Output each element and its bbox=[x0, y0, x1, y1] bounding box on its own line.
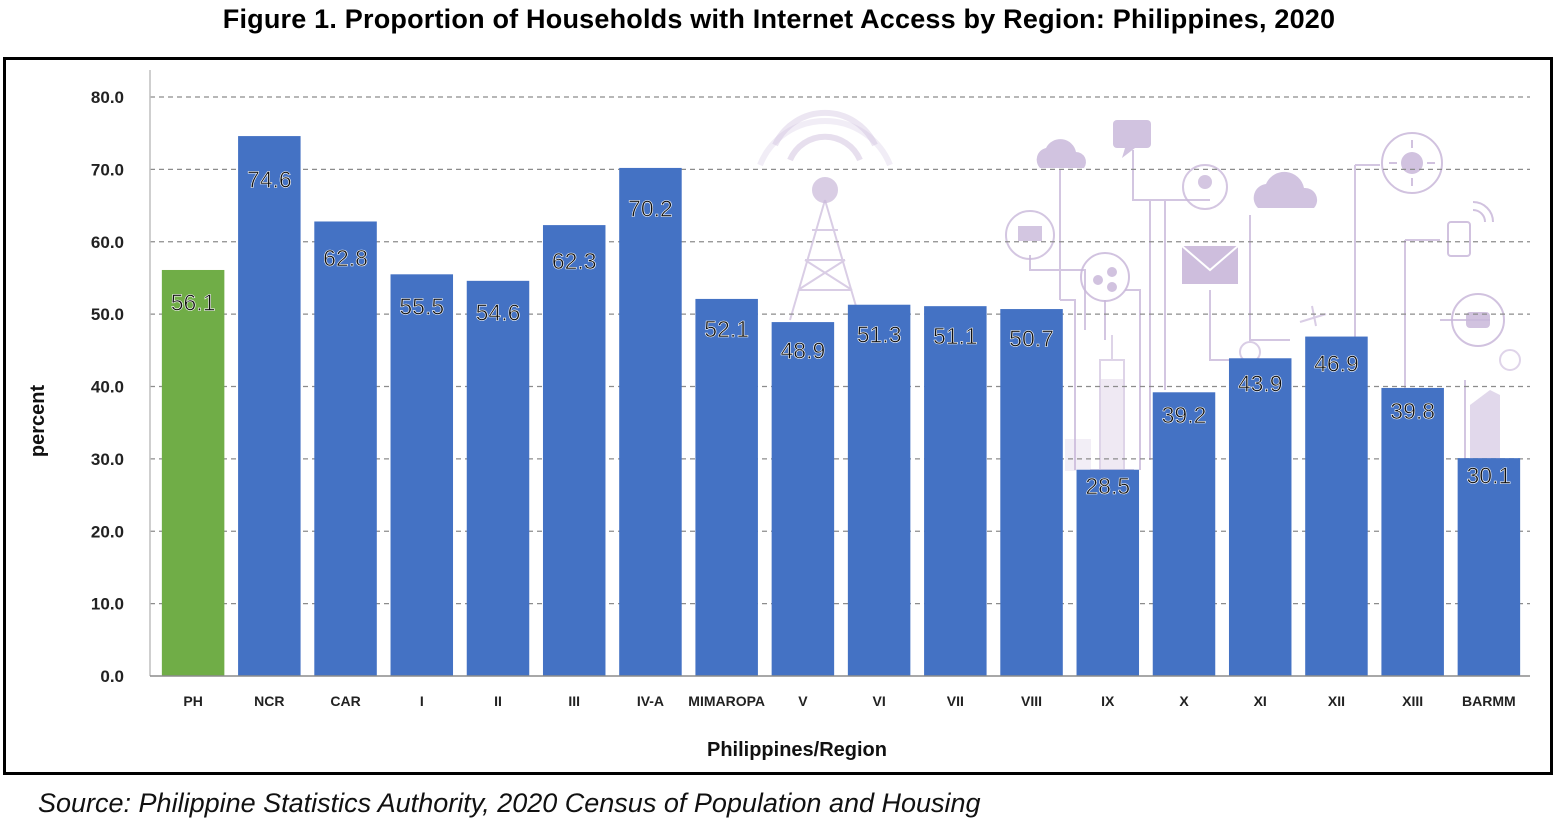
figure-title: Figure 1. Proportion of Households with … bbox=[222, 4, 1336, 34]
chat-heart-icon bbox=[1113, 120, 1151, 158]
data-label: 56.1 bbox=[171, 289, 216, 315]
user-icon bbox=[1182, 164, 1228, 210]
bar-car bbox=[314, 221, 377, 677]
x-tick-label: CAR bbox=[330, 693, 360, 709]
connectivity-illustration bbox=[757, 109, 1521, 471]
bar-viii bbox=[1000, 309, 1063, 676]
bar-xiii bbox=[1381, 387, 1444, 676]
sun-icon bbox=[1381, 132, 1443, 194]
data-label: 30.1 bbox=[1467, 463, 1512, 489]
data-label: 55.5 bbox=[399, 293, 444, 319]
data-label: 74.6 bbox=[247, 166, 292, 192]
x-tick-label: VII bbox=[947, 693, 964, 709]
cloud-icon bbox=[1253, 171, 1318, 208]
y-tick-label: 30.0 bbox=[91, 450, 124, 469]
y-tick-label: 50.0 bbox=[91, 305, 124, 324]
bars bbox=[161, 136, 1521, 677]
bar-ii bbox=[466, 280, 530, 676]
x-tick-label: XIII bbox=[1402, 693, 1423, 709]
x-tick-label: NCR bbox=[254, 693, 284, 709]
robot-icon bbox=[1451, 293, 1505, 347]
data-label: 52.1 bbox=[704, 316, 749, 342]
x-tick-label: III bbox=[568, 693, 580, 709]
chart-frame bbox=[3, 57, 1553, 775]
bar-i bbox=[390, 274, 454, 676]
y-tick-label: 10.0 bbox=[91, 595, 124, 614]
y-tick-label: 60.0 bbox=[91, 233, 124, 252]
y-tick-label: 70.0 bbox=[91, 160, 124, 179]
data-label: 62.3 bbox=[552, 248, 597, 274]
x-tick-label: BARMM bbox=[1462, 693, 1516, 709]
bar-xii bbox=[1305, 336, 1368, 676]
data-label: 46.9 bbox=[1314, 351, 1359, 377]
data-label: 48.9 bbox=[781, 337, 826, 363]
x-tick-label: XI bbox=[1254, 693, 1267, 709]
bar-v bbox=[771, 322, 835, 676]
y-axis-title: percent bbox=[27, 385, 49, 458]
bar-iv-a bbox=[619, 167, 682, 677]
data-label: 54.6 bbox=[476, 299, 521, 325]
x-tick-label: PH bbox=[183, 693, 202, 709]
x-tick-label: VIII bbox=[1021, 693, 1042, 709]
bar-vii bbox=[924, 306, 987, 676]
x-tick-label: XII bbox=[1328, 693, 1345, 709]
value-labels: 56.1 74.6 62.8 55.5 54.6 62.3 70.2 52.1 48.9 51.3… bbox=[170, 166, 1512, 500]
bar-ix bbox=[1076, 469, 1140, 676]
share-icon bbox=[1080, 252, 1130, 302]
bar-mimaropa bbox=[695, 298, 758, 676]
data-label: 70.2 bbox=[628, 196, 673, 222]
data-label: 39.8 bbox=[1390, 398, 1435, 424]
source-note: Source: Philippine Statistics Authority,… bbox=[38, 788, 981, 818]
x-tick-label: V bbox=[798, 693, 808, 709]
x-tick-label: VI bbox=[872, 693, 885, 709]
x-tick-label: MIMAROPA bbox=[688, 693, 765, 709]
x-axis-title: Philippines/Region bbox=[707, 739, 887, 761]
data-label: 51.3 bbox=[857, 321, 902, 347]
circuit-lines bbox=[1029, 150, 1490, 470]
bar-chart: 0.0 10.0 20.0 30.0 40.0 50.0 60.0 70.0 80.0 PH NC… bbox=[27, 70, 1530, 761]
x-tick-label: X bbox=[1179, 693, 1189, 709]
bar-iii bbox=[542, 225, 606, 676]
x-tick-label: IX bbox=[1101, 693, 1115, 709]
laptop-icon bbox=[1005, 210, 1055, 260]
y-tick-label: 0.0 bbox=[100, 667, 124, 686]
gridlines bbox=[150, 96, 1530, 605]
bar-ph bbox=[161, 269, 225, 676]
y-axis-ticks: 0.0 10.0 20.0 30.0 40.0 50.0 60.0 70.0 80.0 bbox=[91, 88, 124, 686]
bar-ncr bbox=[238, 136, 301, 676]
data-label: 43.9 bbox=[1238, 371, 1283, 397]
tower-building-icon bbox=[1470, 390, 1500, 470]
envelope-icon bbox=[1181, 245, 1239, 284]
bar-vi bbox=[847, 304, 911, 676]
data-label: 51.1 bbox=[933, 323, 978, 349]
y-tick-label: 80.0 bbox=[91, 88, 124, 107]
radio-tower-icon bbox=[757, 109, 893, 321]
bar-barmm bbox=[1457, 458, 1521, 676]
data-label: 50.7 bbox=[1009, 325, 1054, 351]
x-tick-label: II bbox=[494, 693, 502, 709]
y-tick-label: 40.0 bbox=[91, 378, 124, 397]
cloud-upload-icon bbox=[1036, 139, 1086, 168]
data-label: 39.2 bbox=[1162, 402, 1207, 428]
bar-xi bbox=[1228, 358, 1292, 676]
y-tick-label: 20.0 bbox=[91, 522, 124, 541]
building-icon bbox=[1065, 335, 1134, 471]
phone-wifi-icon bbox=[1447, 201, 1494, 257]
data-label: 28.5 bbox=[1085, 473, 1130, 499]
x-tick-label: I bbox=[420, 693, 424, 709]
x-axis-ticks: PH NCR CAR I II III IV-A MIMAROPA V VI VII VIII IX X X… bbox=[183, 693, 1515, 709]
x-tick-label: IV-A bbox=[637, 693, 664, 709]
data-label: 62.8 bbox=[323, 245, 368, 271]
bar-x bbox=[1152, 392, 1216, 676]
plane-icon bbox=[1299, 305, 1327, 327]
